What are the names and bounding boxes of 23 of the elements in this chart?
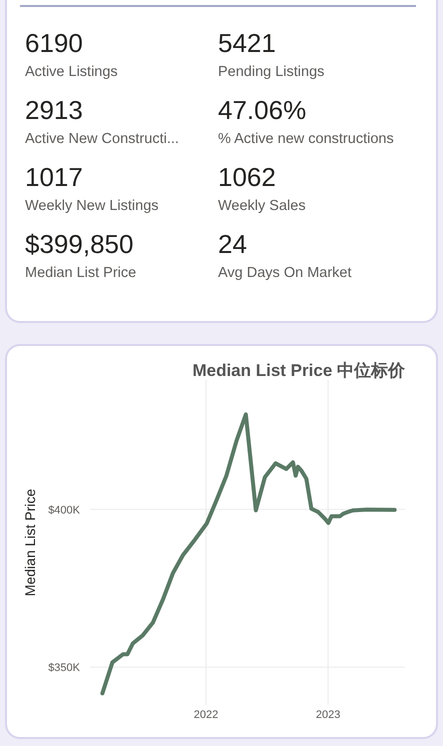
line-series (100, 412, 397, 696)
text: 1017 (25, 162, 83, 192)
chart-title: Median List Price 中位标价 (192, 361, 406, 380)
y-axis-title: Median List Price (22, 488, 38, 596)
text: Weekly New Listings (25, 198, 159, 214)
text: 2913 (25, 95, 83, 125)
text: $399,850 (25, 229, 134, 259)
text: Active New Constructi... (25, 131, 179, 147)
text: Weekly Sales (218, 198, 306, 214)
y-tick-label: $400K (48, 504, 81, 516)
text: Median List Price (25, 265, 136, 281)
text: % Active new constructions (218, 131, 394, 147)
x-tick-label: 2022 (194, 709, 218, 721)
text: 5421 (218, 28, 276, 58)
text: Avg Days On Market (218, 265, 352, 281)
x-tick-label: 2023 (316, 709, 340, 721)
text: 24 (218, 229, 247, 259)
text: Active Listings (25, 64, 118, 80)
text: Pending Listings (218, 64, 324, 80)
y-tick-label: $350K (48, 662, 81, 674)
text: 47.06% (218, 95, 306, 125)
text: 1062 (218, 162, 276, 192)
text: 6190 (25, 28, 83, 58)
